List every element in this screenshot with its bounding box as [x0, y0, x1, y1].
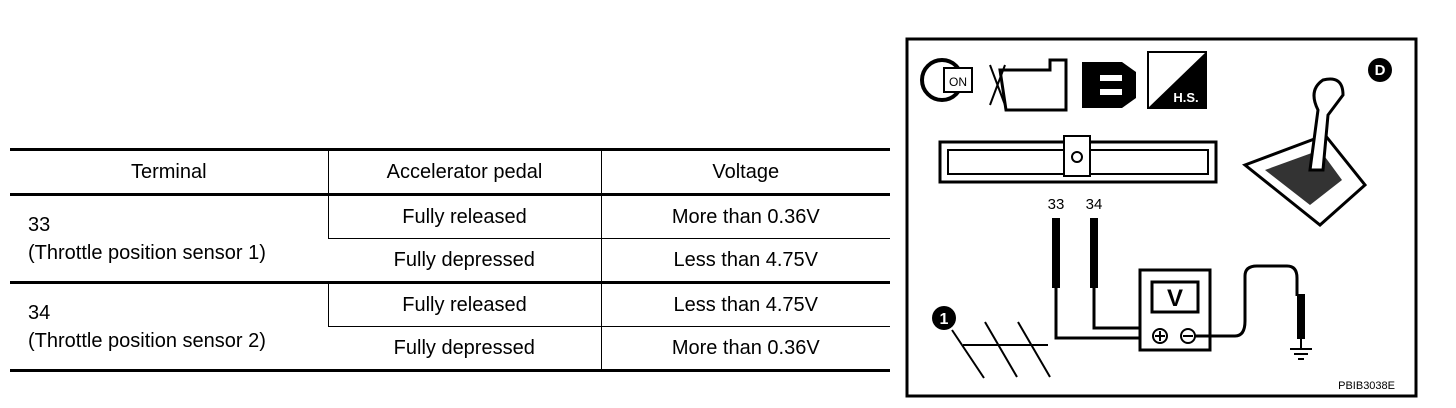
terminal-number: 34	[28, 301, 51, 324]
terminal-cell: 34 (Throttle position sensor 2)	[10, 281, 328, 372]
pedal-cell: Fully released	[327, 193, 601, 239]
probe	[1052, 218, 1060, 288]
header-cell: Terminal	[10, 148, 328, 195]
terminal-sensor: (Throttle position sensor 2)	[28, 329, 266, 352]
figure-code: PBIB3038E	[1338, 380, 1395, 392]
engine-icon	[989, 64, 1006, 106]
pedal-cell: Fully depressed	[328, 326, 601, 372]
row: 34 (Throttle position sensor 2) Fully re…	[10, 281, 890, 372]
connector-icon	[1100, 75, 1122, 81]
header-cell: Accelerator pedal	[327, 148, 601, 195]
key-icon	[943, 67, 973, 93]
ground-symbol	[1290, 339, 1312, 360]
shift-label: D	[1375, 62, 1386, 79]
terminal-plus	[1155, 331, 1165, 341]
voltage-cell: Less than 4.75V	[600, 281, 890, 327]
hs-icon	[1148, 52, 1206, 108]
ground-label: 1	[940, 311, 949, 328]
diagram-frame	[905, 37, 1418, 398]
terminal-plus	[1152, 328, 1168, 344]
shifter	[1308, 77, 1345, 172]
wire	[1054, 288, 1156, 340]
terminal-sensor: (Throttle position sensor 1)	[28, 241, 266, 264]
pin-label: 34	[1086, 196, 1103, 213]
key-label: ON	[949, 75, 967, 89]
row: Fully depressed More than 0.36V	[10, 326, 890, 372]
voltmeter-label: V	[1167, 285, 1183, 312]
terminal-cell: 33 (Throttle position sensor 1)	[10, 193, 328, 283]
voltage-cell: Less than 4.75V	[600, 238, 890, 283]
connector-pin	[1063, 135, 1091, 177]
connector-pin	[1071, 151, 1083, 163]
wire	[1195, 264, 1299, 338]
header-cell: Voltage	[600, 148, 890, 195]
voltage-cell: More than 0.36V	[600, 326, 890, 372]
ground-badge	[932, 306, 956, 330]
header-row: Terminal Accelerator pedal Voltage	[10, 148, 890, 195]
pin-label: 33	[1048, 196, 1065, 213]
engine-icon	[998, 58, 1068, 112]
connector-icon	[1100, 89, 1122, 95]
body-ground	[951, 321, 1051, 379]
probe	[1090, 218, 1098, 288]
spec-table: Terminal Accelerator pedal Voltage 33 (T…	[10, 148, 890, 372]
pedal-cell: Fully depressed	[328, 238, 601, 283]
hs-label: H.S.	[1173, 90, 1198, 105]
row: Fully depressed Less than 4.75V	[10, 238, 890, 283]
voltage-cell: More than 0.36V	[600, 193, 890, 239]
shift-badge	[1368, 58, 1392, 82]
probe	[1297, 294, 1305, 339]
terminal-number: 33	[28, 213, 51, 236]
voltmeter-display	[1150, 280, 1200, 314]
row: 33 (Throttle position sensor 1) Fully re…	[10, 193, 890, 283]
pedal-cell: Fully released	[327, 281, 601, 327]
connector-icon	[1082, 62, 1136, 108]
